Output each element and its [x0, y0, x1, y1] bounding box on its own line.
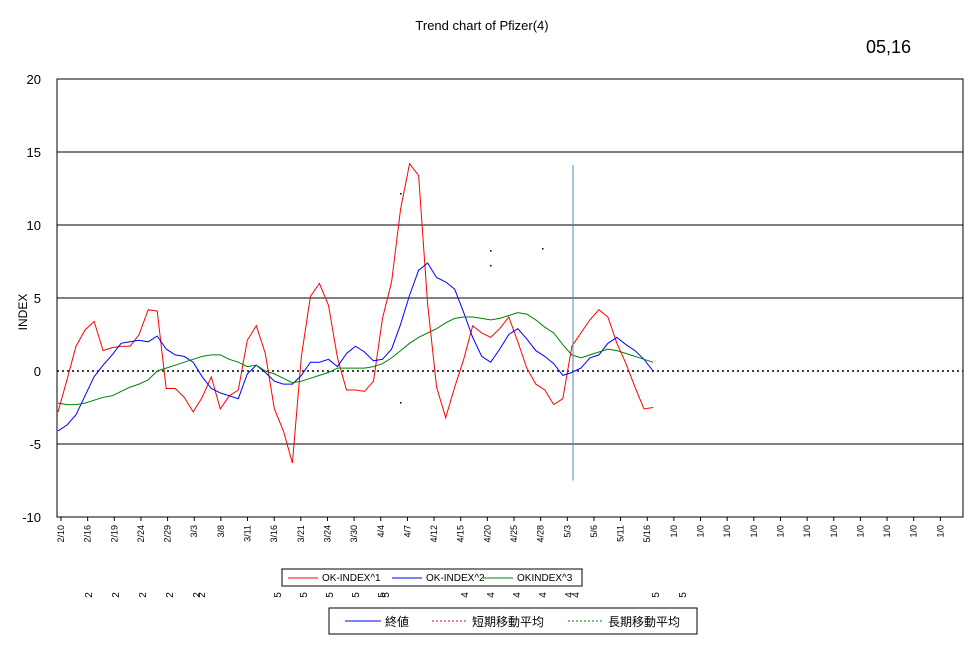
legend-label-2: OK-INDEX^2	[426, 573, 485, 584]
y-tick-label: 0	[34, 364, 41, 379]
x-tick-label: 4/28	[536, 525, 546, 543]
x-tick-label: 1/0	[829, 525, 839, 538]
y-tick-label: 10	[27, 218, 41, 233]
x-tick-label: 1/0	[749, 525, 759, 538]
secondary-legend-label-2: 短期移動平均	[472, 615, 544, 629]
stray-digit: 2	[197, 592, 208, 598]
x-tick-label: 2/10	[56, 525, 66, 543]
stray-digit: 4	[460, 592, 471, 598]
y-tick-label: 15	[27, 145, 41, 160]
x-tick-label: 5/16	[642, 525, 652, 543]
x-tick-label: 1/0	[722, 525, 732, 538]
y-tick-label: -5	[29, 437, 41, 452]
x-tick-label: 2/19	[109, 525, 119, 543]
x-tick-label: 3/24	[322, 525, 332, 543]
stray-dot	[400, 402, 402, 404]
y-tick-label: -10	[22, 510, 41, 525]
stray-digit: 2	[165, 592, 176, 598]
stray-dot	[490, 250, 492, 252]
x-tick-label: 1/0	[935, 525, 945, 538]
legend-box	[281, 568, 583, 587]
secondary-legend: 終値 短期移動平均 長期移動平均	[328, 607, 698, 635]
x-tick-label: 3/21	[296, 525, 306, 543]
stray-digit: 5	[381, 592, 392, 598]
stray-labels: 2 2 2 2 22 5 5 5 5 55 4 4 4 4 44 5 5	[84, 592, 689, 598]
stray-digit: 2	[138, 592, 149, 598]
x-tick-label: 4/20	[482, 525, 492, 543]
date-label: 05,16	[866, 37, 911, 57]
y-tick-label: 20	[27, 72, 41, 87]
x-tick-label: 5/6	[589, 525, 599, 538]
stray-digit: 4	[538, 592, 549, 598]
x-tick-label: 1/0	[696, 525, 706, 538]
legend-label-3: OKINDEX^3	[517, 573, 573, 584]
series-group	[57, 162, 654, 464]
legend-label-1: OK-INDEX^1	[322, 573, 381, 584]
y-axis-label: INDEX	[16, 294, 30, 331]
x-axis-ticks: 2/10 2/16 2/19 2/24 2/29 3/3 3/8 3/11 3/16 3/21 3/…	[56, 517, 945, 543]
x-tick-label: 3/3	[189, 525, 199, 538]
stray-digit: 4	[486, 592, 497, 598]
stray-digit: 4	[512, 592, 523, 598]
x-tick-label: 2/16	[83, 525, 93, 543]
x-tick-label: 1/0	[669, 525, 679, 538]
stray-digit: 5	[273, 592, 284, 598]
secondary-legend-label-3: 長期移動平均	[608, 615, 680, 629]
x-tick-label: 1/0	[882, 525, 892, 538]
chart-title: Trend chart of Pfizer(4)	[415, 18, 548, 33]
x-tick-label: 3/30	[349, 525, 359, 543]
stray-digit: 4	[571, 592, 582, 598]
stray-digit: 5	[325, 592, 336, 598]
x-tick-label: 1/0	[855, 525, 865, 538]
stray-digit: 5	[678, 592, 689, 598]
x-tick-label: 4/7	[402, 525, 412, 538]
stray-digit: 5	[351, 592, 362, 598]
stray-digit: 2	[192, 592, 203, 598]
x-tick-label: 4/15	[456, 525, 466, 543]
stray-dot	[542, 248, 544, 250]
series-line-1	[57, 162, 654, 464]
legend: OK-INDEX^1 OK-INDEX^2 OKINDEX^3	[281, 568, 583, 587]
x-tick-label: 1/0	[802, 525, 812, 538]
grid-lines	[57, 78, 963, 518]
x-tick-label: 1/0	[775, 525, 785, 538]
x-tick-label: 3/11	[243, 525, 253, 542]
secondary-legend-box	[328, 607, 698, 635]
stray-dot	[490, 265, 492, 267]
stray-digit: 2	[84, 592, 95, 598]
stray-digit: 2	[111, 592, 122, 598]
stray-digit: 4	[564, 592, 575, 598]
stray-digit: 5	[651, 592, 662, 598]
x-tick-label: 5/3	[562, 525, 572, 538]
secondary-legend-label-1: 終値	[385, 614, 409, 629]
stray-digit: 5	[299, 592, 310, 598]
x-tick-label: 4/4	[376, 525, 386, 538]
x-tick-label: 4/12	[429, 525, 439, 543]
x-tick-label: 3/8	[216, 525, 226, 538]
x-tick-label: 2/24	[136, 525, 146, 543]
y-axis-ticks: 20 15 10 5 0 -5 -10	[22, 72, 41, 525]
x-tick-label: 2/29	[163, 525, 173, 543]
series-line-3	[57, 312, 654, 406]
y-tick-label: 5	[34, 291, 41, 306]
x-tick-label: 1/0	[909, 525, 919, 538]
stray-dot	[400, 193, 402, 195]
stray-digit: 5	[377, 592, 388, 598]
x-tick-label: 3/16	[269, 525, 279, 543]
series-line-2	[57, 262, 654, 432]
x-tick-label: 5/11	[616, 525, 626, 542]
x-tick-label: 4/25	[509, 525, 519, 543]
